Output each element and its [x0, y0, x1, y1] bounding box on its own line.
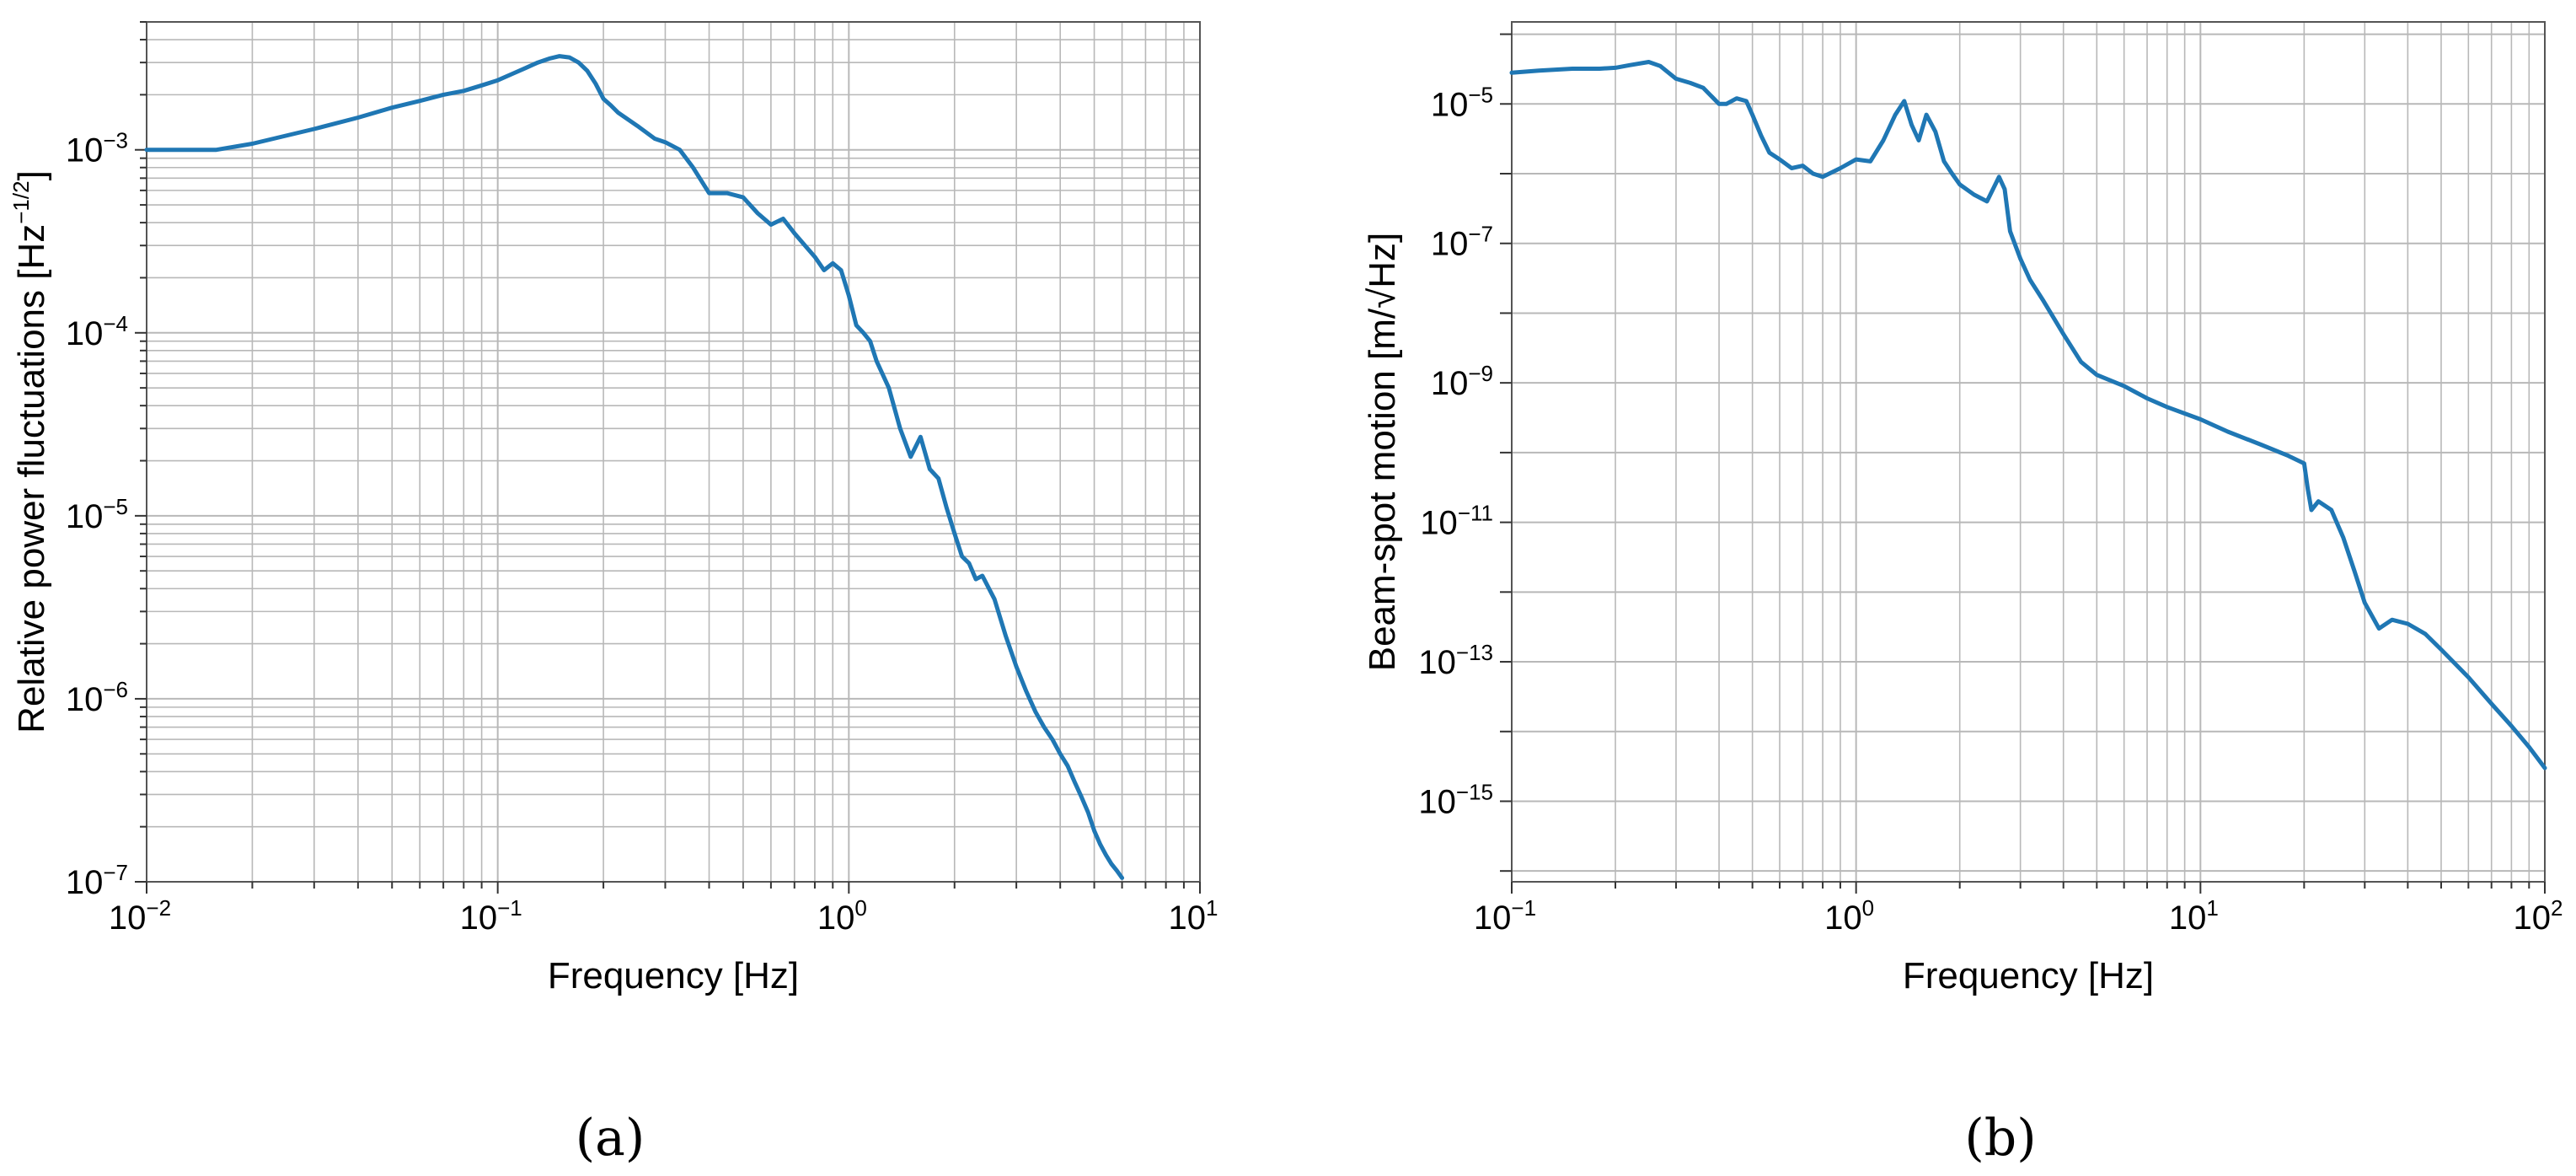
y-tick-base: 10 — [1418, 644, 1456, 681]
x-tick-label: 102 — [2514, 895, 2563, 937]
x-tick-exponent: −1 — [497, 895, 522, 921]
y-tick-label: 10−5 — [66, 494, 128, 535]
x-tick-labels: 10−1 100 101 102 — [1474, 895, 2563, 937]
x-tick-exponent: 1 — [2206, 895, 2218, 921]
y-tick-base: 10 — [1431, 86, 1469, 123]
y-tick-exponent: −5 — [103, 494, 128, 519]
y-tick-base: 10 — [66, 132, 104, 169]
y-tick-exponent: −11 — [1458, 501, 1493, 526]
y-tick-exponent: −3 — [103, 128, 128, 153]
y-tick-exponent: −13 — [1456, 640, 1493, 665]
y-axis-label: Beam-spot motion [m/√Hz] — [1362, 233, 1403, 672]
y-tick-base: 10 — [1420, 505, 1458, 542]
y-tick-label: 10−9 — [1431, 361, 1493, 402]
x-tick-exponent: 0 — [1862, 895, 1874, 921]
y-tick-label: 10−15 — [1418, 779, 1493, 820]
x-tick-base: 10 — [1824, 899, 1862, 937]
y-axis-label-main: Relative power fluctuations [Hz — [11, 224, 52, 733]
x-tick-label: 101 — [1169, 895, 1218, 937]
x-tick-base: 10 — [1169, 899, 1207, 937]
y-tick-base: 10 — [1418, 783, 1456, 820]
y-axis-label: Relative power fluctuations [Hz−1/2] — [8, 170, 52, 733]
y-tick-base: 10 — [66, 315, 104, 352]
y-tick-label: 10−11 — [1420, 501, 1493, 542]
x-tick-base: 10 — [460, 899, 498, 937]
x-tick-exponent: 1 — [1206, 895, 1218, 921]
grid-lines — [1511, 22, 2546, 882]
x-tick-label: 10−1 — [460, 895, 522, 937]
y-tick-exponent: −6 — [103, 677, 128, 702]
x-tick-base: 10 — [2514, 899, 2552, 937]
series-line — [1509, 60, 2547, 771]
x-tick-label: 100 — [817, 895, 867, 937]
y-tick-base: 10 — [1431, 365, 1469, 402]
y-tick-base: 10 — [66, 498, 104, 535]
panel-label-b-text: (b) — [1964, 1109, 2036, 1168]
x-tick-base: 10 — [1474, 899, 1512, 937]
panel-label-b: (b) — [1964, 1109, 2036, 1168]
y-axis-label-exponent: −1/2 — [8, 180, 34, 223]
y-tick-exponent: −7 — [103, 860, 128, 885]
x-axis-label: Frequency [Hz] — [548, 955, 799, 996]
x-tick-label: 10−2 — [109, 895, 171, 937]
series-line — [144, 54, 1125, 880]
y-tick-label: 10−7 — [1431, 222, 1493, 263]
panel-label-a-text: (a) — [576, 1109, 645, 1168]
y-tick-label: 10−13 — [1418, 640, 1493, 681]
chart-panel-b: 10−1 100 101 102 10−1510−1310−1110−910−710−… — [1362, 21, 2563, 996]
y-tick-base: 10 — [66, 864, 104, 901]
minor-ticks — [135, 21, 1201, 894]
y-tick-label: 10−4 — [66, 311, 128, 352]
grid-lines — [146, 21, 1201, 883]
x-tick-base: 10 — [109, 899, 147, 937]
x-tick-base: 10 — [2169, 899, 2207, 937]
x-tick-exponent: −2 — [146, 895, 171, 921]
y-tick-label: 10−7 — [66, 860, 128, 901]
y-tick-base: 10 — [66, 681, 104, 718]
x-tick-exponent: 2 — [2551, 895, 2563, 921]
y-tick-exponent: −4 — [103, 311, 128, 336]
y-tick-labels: 10−710−610−510−410−3 — [66, 128, 128, 901]
y-tick-exponent: −9 — [1468, 361, 1493, 386]
x-tick-exponent: −1 — [1511, 895, 1536, 921]
y-tick-label: 10−3 — [66, 128, 128, 169]
y-tick-exponent: −5 — [1468, 82, 1493, 107]
x-tick-exponent: 0 — [854, 895, 866, 921]
x-tick-base: 10 — [817, 899, 855, 937]
y-tick-base: 10 — [1431, 226, 1469, 263]
y-tick-exponent: −15 — [1456, 779, 1493, 804]
x-tick-labels: 10−2 10−1 100 101 — [109, 895, 1218, 937]
y-axis-label-end: ] — [11, 170, 52, 180]
y-tick-exponent: −7 — [1468, 222, 1493, 247]
chart-panel-a: 10−2 10−1 100 101 10−710−610−510−410−3 Freq… — [8, 21, 1218, 996]
minor-ticks — [1500, 33, 2546, 894]
y-tick-label: 10−6 — [66, 677, 128, 718]
x-tick-label: 100 — [1824, 895, 1874, 937]
y-tick-label: 10−5 — [1431, 82, 1493, 123]
panel-label-a: (a) — [576, 1109, 645, 1168]
x-tick-label: 10−1 — [1474, 895, 1536, 937]
plot-area-frame — [146, 21, 1201, 883]
x-axis-label: Frequency [Hz] — [1903, 955, 2154, 996]
x-tick-label: 101 — [2169, 895, 2219, 937]
